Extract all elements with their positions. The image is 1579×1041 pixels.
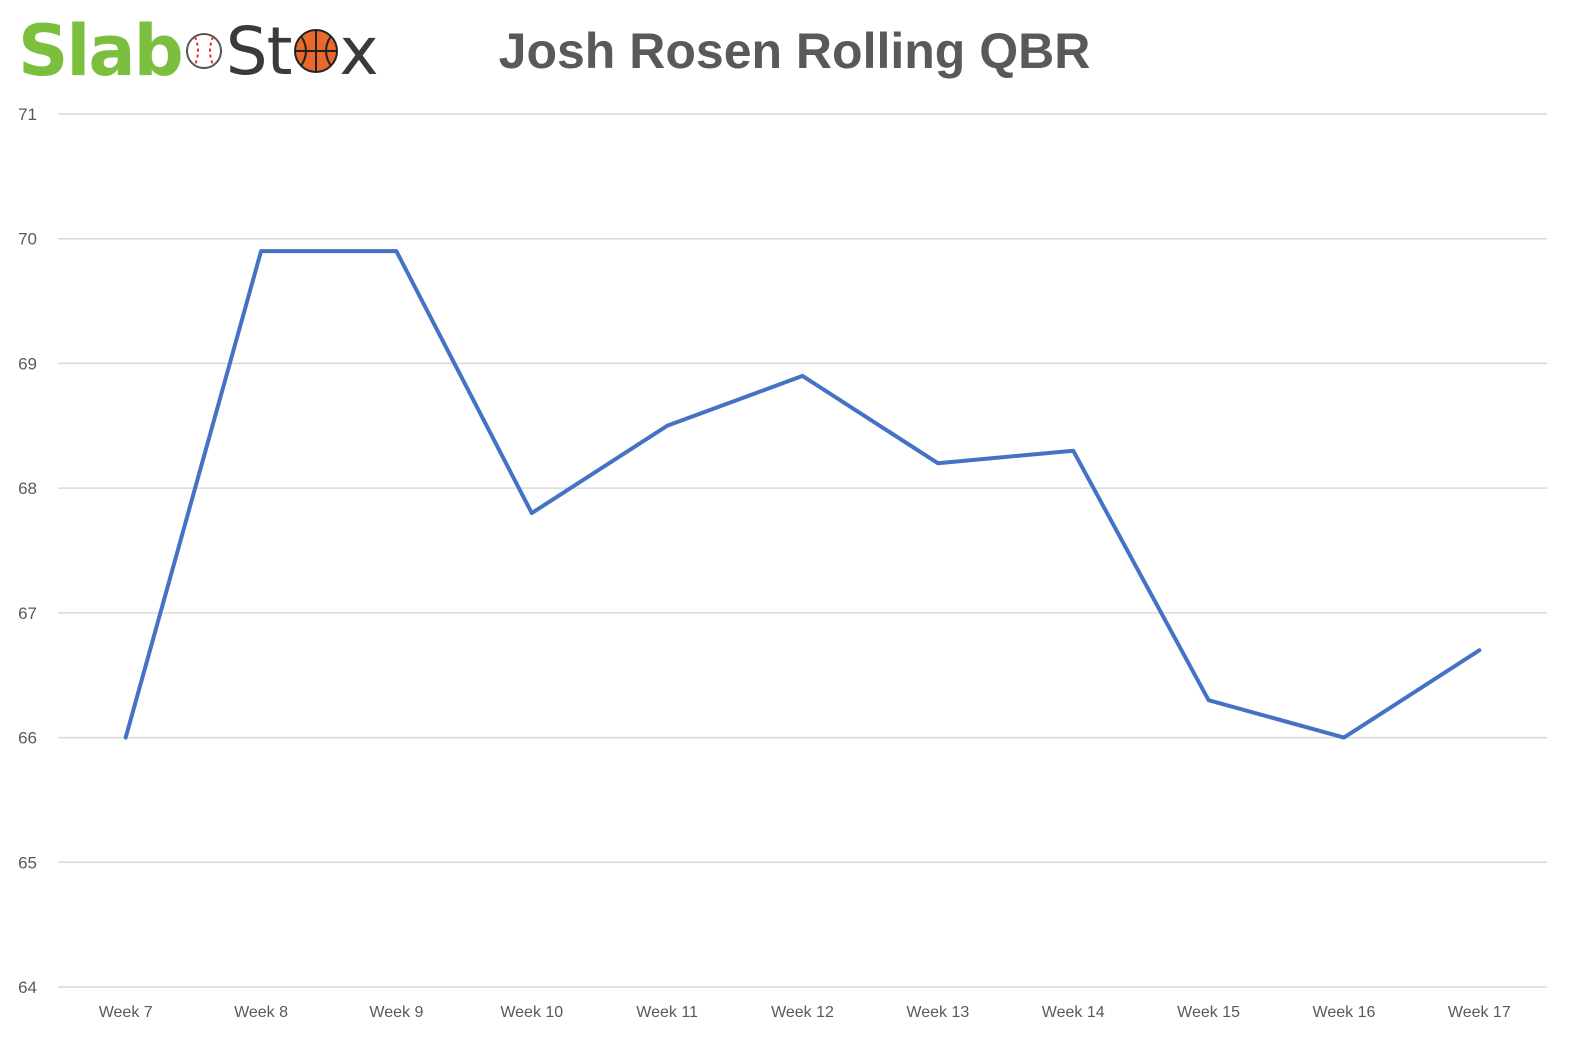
x-tick-label: Week 15 <box>1177 1004 1240 1021</box>
y-tick-label: 65 <box>18 853 37 872</box>
x-tick-label: Week 13 <box>906 1004 969 1021</box>
y-tick-label: 68 <box>18 479 37 498</box>
x-tick-label: Week 16 <box>1313 1004 1376 1021</box>
logo-text-slab: Slab <box>18 10 184 92</box>
x-tick-label: Week 12 <box>771 1004 834 1021</box>
x-tick-label: Week 14 <box>1042 1004 1105 1021</box>
baseball-icon <box>185 33 222 69</box>
x-tick-label: Week 9 <box>369 1004 423 1021</box>
x-tick-label: Week 7 <box>99 1004 153 1021</box>
x-tick-label: Week 8 <box>234 1004 288 1021</box>
x-tick-label: Week 10 <box>500 1004 563 1021</box>
series-line <box>123 249 1482 740</box>
y-axis-ticks: 64 65 66 67 68 69 70 71 <box>18 105 37 997</box>
basketball-icon <box>293 29 338 73</box>
y-tick-label: 67 <box>18 604 37 623</box>
y-tick-label: 71 <box>18 105 37 124</box>
logo-text-stox: St <box>225 12 293 90</box>
y-tick-label: 69 <box>18 354 37 373</box>
series-layer <box>123 249 1482 740</box>
slabstox-logo: Slab St x <box>18 6 379 96</box>
y-tick-label: 66 <box>18 729 37 748</box>
y-tick-label: 64 <box>18 978 37 997</box>
chart-title: Josh Rosen Rolling QBR <box>498 23 1091 79</box>
x-tick-label: Week 11 <box>636 1004 698 1021</box>
x-axis-ticks: Week 7 Week 8 Week 9 Week 10 Week 11 Week 12 W… <box>99 1004 1511 1021</box>
logo-text-x: x <box>339 12 379 90</box>
gridlines <box>58 113 1547 988</box>
y-tick-label: 70 <box>18 230 37 249</box>
x-tick-label: Week 17 <box>1448 1004 1511 1021</box>
